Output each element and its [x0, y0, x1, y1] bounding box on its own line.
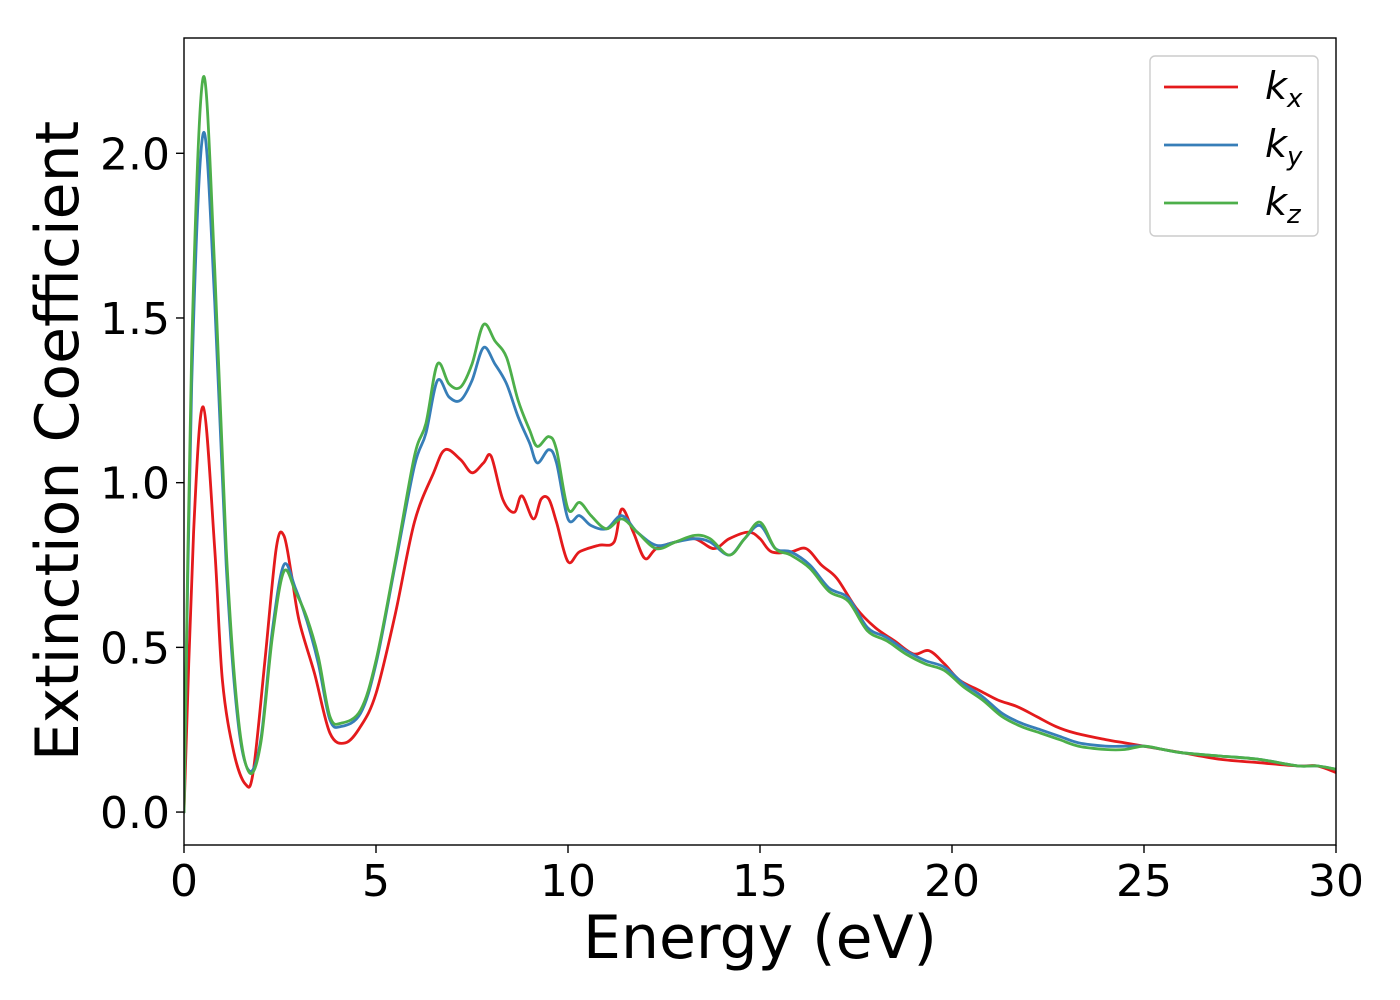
x-tick-label: 25	[1116, 856, 1172, 907]
legend-label-base: k	[1265, 64, 1289, 108]
y-tick-label: 1.0	[100, 459, 170, 510]
series-line-x	[184, 405, 1336, 814]
legend-label-subscript: y	[1286, 142, 1303, 172]
x-axis: 0 5 10 15 20 25 30	[170, 845, 1364, 907]
legend-label-subscript: z	[1286, 200, 1302, 230]
x-tick-label: 5	[362, 856, 390, 907]
x-tick-label: 20	[924, 856, 980, 907]
y-tick-label: 1.5	[100, 294, 170, 345]
y-tick-label: 2.0	[100, 129, 170, 180]
y-axis-title: Extinction Coefficient	[23, 121, 93, 761]
x-axis-title: Energy (eV)	[583, 903, 937, 973]
y-tick-label: 0.5	[100, 623, 170, 674]
series-line-z	[184, 75, 1336, 814]
x-tick-label: 30	[1308, 856, 1364, 907]
y-tick-label: 0.0	[100, 788, 170, 839]
legend-label-base: k	[1265, 122, 1289, 166]
legend-label-subscript: x	[1286, 84, 1303, 114]
y-axis: 0.0 0.5 1.0 1.5 2.0	[100, 129, 184, 839]
x-tick-label: 0	[170, 856, 198, 907]
legend-label-y: ky	[1265, 122, 1303, 172]
legend-label-base: k	[1265, 180, 1289, 224]
series-layer	[184, 75, 1336, 814]
legend-label-x: kx	[1265, 64, 1303, 114]
x-tick-label: 10	[540, 856, 596, 907]
x-tick-label: 15	[732, 856, 788, 907]
legend-label-z: kz	[1265, 180, 1302, 230]
